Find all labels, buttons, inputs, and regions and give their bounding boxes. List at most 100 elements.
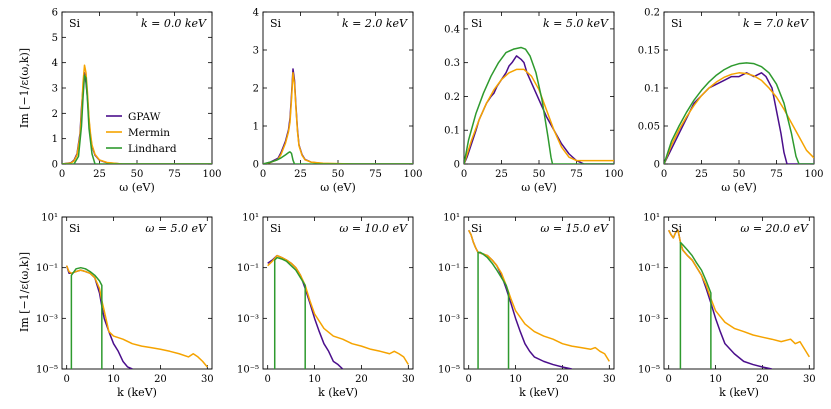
figure-ylabel-top: Im [−1/ε(ω,k)] <box>18 48 31 128</box>
y-tick-label: 4 <box>253 8 259 19</box>
series-group <box>267 254 409 369</box>
y-tick-label: 10⁻³ <box>36 314 58 325</box>
y-tick-label: 0.1 <box>444 126 460 137</box>
legend-label-lindhard: Lindhard <box>128 143 177 155</box>
series-line-mermin <box>263 72 413 164</box>
y-tick-label: 10¹ <box>443 213 460 224</box>
series-line-mermin <box>464 68 614 164</box>
x-tick-label: 100 <box>804 169 823 180</box>
series-line-gpaw <box>664 72 814 164</box>
series-group <box>263 68 413 164</box>
y-tick-label: 3 <box>52 84 58 95</box>
x-tick-label: 20 <box>756 374 769 385</box>
y-tick-label: 1 <box>253 122 259 133</box>
x-axis-label: k (keV) <box>117 386 157 399</box>
x-tick-label: 10 <box>709 374 722 385</box>
panel-label: Si <box>671 17 683 30</box>
x-tick-label: 10 <box>509 374 522 385</box>
y-tick-label: 10⁻⁵ <box>36 365 58 376</box>
x-tick-label: 30 <box>803 374 816 385</box>
panel-5: 0 10 20 30 10⁻⁵ 10⁻³ 10⁻¹ 10¹ Si ω = 5.0 eV k (keV… <box>36 213 214 400</box>
series-line-mermin <box>468 229 610 362</box>
x-tick-label: 75 <box>369 169 382 180</box>
series-group <box>664 62 814 164</box>
y-tick-label: 0 <box>52 160 58 171</box>
x-tick-label: 30 <box>603 374 616 385</box>
y-tick-label: 10⁻¹ <box>237 263 259 274</box>
panel-annotation: ω = 15.0 eV <box>540 222 609 235</box>
panel-1: 0 25 50 75 100 0 1 2 3 4 5 6 Si k = 0.0 keV ω (eV) <box>52 8 222 195</box>
y-tick-label: 4 <box>52 58 58 69</box>
y-tick-label: 0 <box>654 160 660 171</box>
panel-annotation: ω = 20.0 eV <box>740 222 809 235</box>
series-group <box>62 64 212 164</box>
plot-frame <box>262 216 414 370</box>
y-tick-label: 10⁻³ <box>438 314 460 325</box>
x-tick-label: 50 <box>733 169 746 180</box>
series-line-gpaw <box>263 68 413 164</box>
series-line-mermin <box>65 265 208 368</box>
series-line-gpaw <box>468 229 572 369</box>
x-tick-label: 20 <box>556 374 569 385</box>
x-tick-label: 25 <box>695 169 708 180</box>
y-tick-label: 10⁻³ <box>638 314 660 325</box>
y-tick-label: 10⁻³ <box>237 314 259 325</box>
panel-6: 0 10 20 30 10⁻⁵ 10⁻³ 10⁻¹ 10¹ Si ω = 10.0 eV k (ke… <box>237 213 415 400</box>
x-axis-label: ω (eV) <box>721 181 757 194</box>
y-tick-label: 10¹ <box>242 213 259 224</box>
x-axis-label: k (keV) <box>318 386 358 399</box>
y-tick-label: 10¹ <box>41 213 58 224</box>
panel-annotation: k = 5.0 keV <box>543 17 609 30</box>
panel-annotation: ω = 10.0 eV <box>339 222 408 235</box>
y-tick-label: 6 <box>52 8 58 19</box>
plot-frame <box>663 216 815 370</box>
panel-2: 0 25 50 75 100 0 1 2 3 4 Si k = 2.0 keV ω (eV) <box>253 8 423 195</box>
x-tick-label: 25 <box>93 169 106 180</box>
y-tick-label: 10⁻⁵ <box>237 365 259 376</box>
y-tick-label: 2 <box>253 84 259 95</box>
x-axis-label: k (keV) <box>519 386 559 399</box>
panel-label: Si <box>671 222 683 235</box>
x-tick-label: 30 <box>201 374 214 385</box>
x-tick-label: 75 <box>570 169 583 180</box>
x-tick-label: 50 <box>332 169 345 180</box>
x-tick-label: 10 <box>308 374 321 385</box>
x-axis-label: ω (eV) <box>320 181 356 194</box>
y-tick-label: 10⁻¹ <box>438 263 460 274</box>
legend: GPAW Mermin Lindhard <box>106 111 177 155</box>
x-tick-label: 0 <box>64 374 70 385</box>
y-tick-label: 2 <box>52 109 58 120</box>
y-tick-label: 0.2 <box>444 92 460 103</box>
panel-annotation: k = 2.0 keV <box>342 17 408 30</box>
y-tick-label: 3 <box>253 46 259 57</box>
y-tick-label: 1 <box>52 134 58 145</box>
y-tick-label: 0 <box>253 160 259 171</box>
y-tick-label: 0.3 <box>444 58 460 69</box>
y-tick-label: 0 <box>454 160 460 171</box>
series-line-gpaw <box>464 55 614 164</box>
panel-label: Si <box>471 222 483 235</box>
y-tick-label: 0.05 <box>638 122 660 133</box>
x-tick-label: 100 <box>604 169 623 180</box>
x-tick-label: 20 <box>355 374 368 385</box>
legend-label-mermin: Mermin <box>128 127 170 139</box>
plot-frame <box>61 11 213 165</box>
x-tick-label: 0 <box>666 374 672 385</box>
y-tick-label: 0.4 <box>444 24 460 35</box>
ylabel-top-text: Im [−1/ε(ω,k)] <box>18 48 31 128</box>
ylabel-bottom-text: Im [−1/ε(ω,k)] <box>18 252 31 332</box>
y-tick-label: 10⁻⁵ <box>438 365 460 376</box>
y-tick-label: 10⁻⁵ <box>638 365 660 376</box>
x-axis-label: ω (eV) <box>119 181 155 194</box>
series-group <box>464 46 614 164</box>
panel-7: 0 10 20 30 10⁻⁵ 10⁻³ 10⁻¹ 10¹ Si ω = 15.0 eV k (ke… <box>438 213 616 400</box>
series-line-lindhard <box>464 46 614 164</box>
series-line-lindhard <box>62 74 212 164</box>
y-tick-label: 0.2 <box>644 8 660 19</box>
x-tick-label: 25 <box>495 169 508 180</box>
series-line-lindhard <box>477 251 510 369</box>
series-line-mermin <box>668 229 810 358</box>
x-tick-label: 10 <box>107 374 120 385</box>
series-line-mermin <box>664 72 814 164</box>
